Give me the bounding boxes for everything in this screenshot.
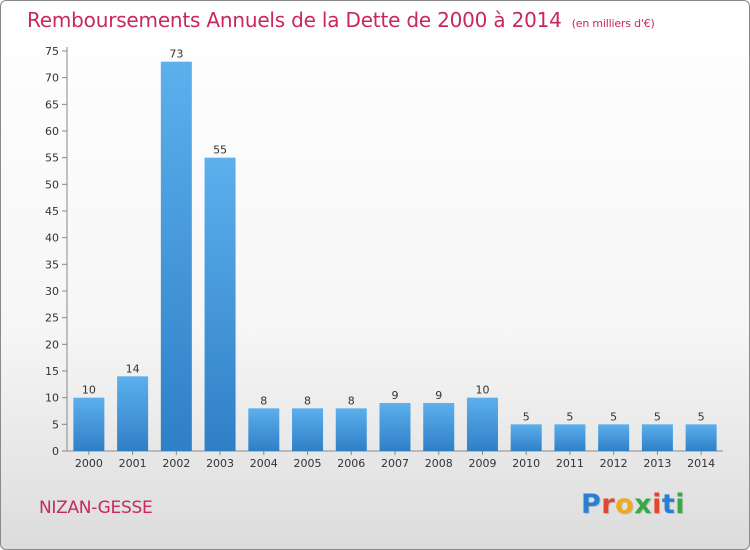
bar-2005[interactable]	[292, 408, 324, 451]
x-tick-label-2001: 2001	[119, 457, 147, 470]
chart-title: Remboursements Annuels de la Dette de 20…	[27, 8, 655, 32]
y-tick-label: 45	[45, 205, 59, 218]
x-tick-label-2014: 2014	[687, 457, 715, 470]
value-label-2007: 9	[392, 389, 399, 402]
y-tick-label: 50	[45, 178, 59, 191]
bar-2004[interactable]	[248, 408, 280, 451]
bar-2012[interactable]	[598, 424, 630, 451]
y-tick-label: 70	[45, 72, 59, 85]
value-label-2010: 5	[523, 410, 530, 423]
x-tick-label-2000: 2000	[75, 457, 103, 470]
y-tick-label: 30	[45, 285, 59, 298]
bar-2013[interactable]	[641, 424, 673, 451]
value-label-2000: 10	[82, 384, 96, 397]
chart-bars	[73, 61, 717, 452]
chart-labels: 0510152025303540455055606570751020001420…	[45, 45, 715, 470]
value-label-2008: 9	[435, 389, 442, 402]
y-tick-label: 5	[52, 418, 59, 431]
x-tick-label-2003: 2003	[206, 457, 234, 470]
logo-letter: r	[601, 489, 616, 520]
bar-2010[interactable]	[510, 424, 542, 451]
bar-2007[interactable]	[379, 403, 411, 451]
bar-2003[interactable]	[204, 157, 236, 451]
x-tick-label-2010: 2010	[512, 457, 540, 470]
logo-letter: i	[675, 489, 686, 520]
value-label-2014: 5	[698, 410, 705, 423]
value-label-2006: 8	[348, 394, 355, 407]
value-label-2012: 5	[610, 410, 617, 423]
bar-2008[interactable]	[423, 403, 455, 451]
x-tick-label-2004: 2004	[250, 457, 278, 470]
y-tick-label: 55	[45, 152, 59, 165]
unit-note: (en milliers d'€)	[571, 17, 655, 30]
x-tick-label-2011: 2011	[556, 457, 584, 470]
chart-title-text: Remboursements Annuels de la Dette de 20…	[27, 8, 562, 32]
value-label-2003: 55	[213, 144, 227, 157]
value-label-2002: 73	[169, 48, 183, 61]
y-tick-label: 25	[45, 312, 59, 325]
y-tick-label: 20	[45, 338, 59, 351]
bar-2002[interactable]	[160, 61, 192, 452]
logo-letter: t	[661, 489, 676, 520]
y-tick-label: 0	[52, 445, 59, 458]
bar-2011[interactable]	[554, 424, 586, 451]
y-tick-label: 75	[45, 45, 59, 58]
proxiti-logo[interactable]: Proxiti	[581, 489, 685, 520]
commune-name: NIZAN-GESSE	[39, 498, 153, 518]
bar-2001[interactable]	[117, 376, 149, 451]
x-tick-label-2002: 2002	[162, 457, 190, 470]
x-tick-label-2007: 2007	[381, 457, 409, 470]
x-tick-label-2005: 2005	[294, 457, 322, 470]
y-tick-label: 65	[45, 98, 59, 111]
y-tick-label: 15	[45, 365, 59, 378]
logo-letter: i	[652, 489, 662, 520]
bar-2009[interactable]	[466, 397, 498, 451]
x-tick-label-2013: 2013	[643, 457, 671, 470]
bar-2006[interactable]	[335, 408, 367, 451]
logo-letter: o	[615, 489, 635, 520]
x-tick-label-2012: 2012	[600, 457, 628, 470]
x-tick-label-2006: 2006	[337, 457, 365, 470]
y-tick-label: 40	[45, 232, 59, 245]
value-label-2009: 10	[475, 384, 489, 397]
x-tick-label-2008: 2008	[425, 457, 453, 470]
bar-2000[interactable]	[73, 397, 105, 451]
value-label-2013: 5	[654, 410, 661, 423]
y-tick-label: 35	[45, 258, 59, 271]
value-label-2011: 5	[566, 410, 573, 423]
y-tick-label: 10	[45, 392, 59, 405]
x-tick-label-2009: 2009	[468, 457, 496, 470]
logo-letter: P	[581, 489, 602, 520]
bar-2014[interactable]	[685, 424, 717, 451]
value-label-2001: 14	[126, 362, 140, 375]
logo-letter: x	[634, 489, 653, 520]
value-label-2005: 8	[304, 394, 311, 407]
value-label-2004: 8	[260, 394, 267, 407]
y-tick-label: 60	[45, 125, 59, 138]
